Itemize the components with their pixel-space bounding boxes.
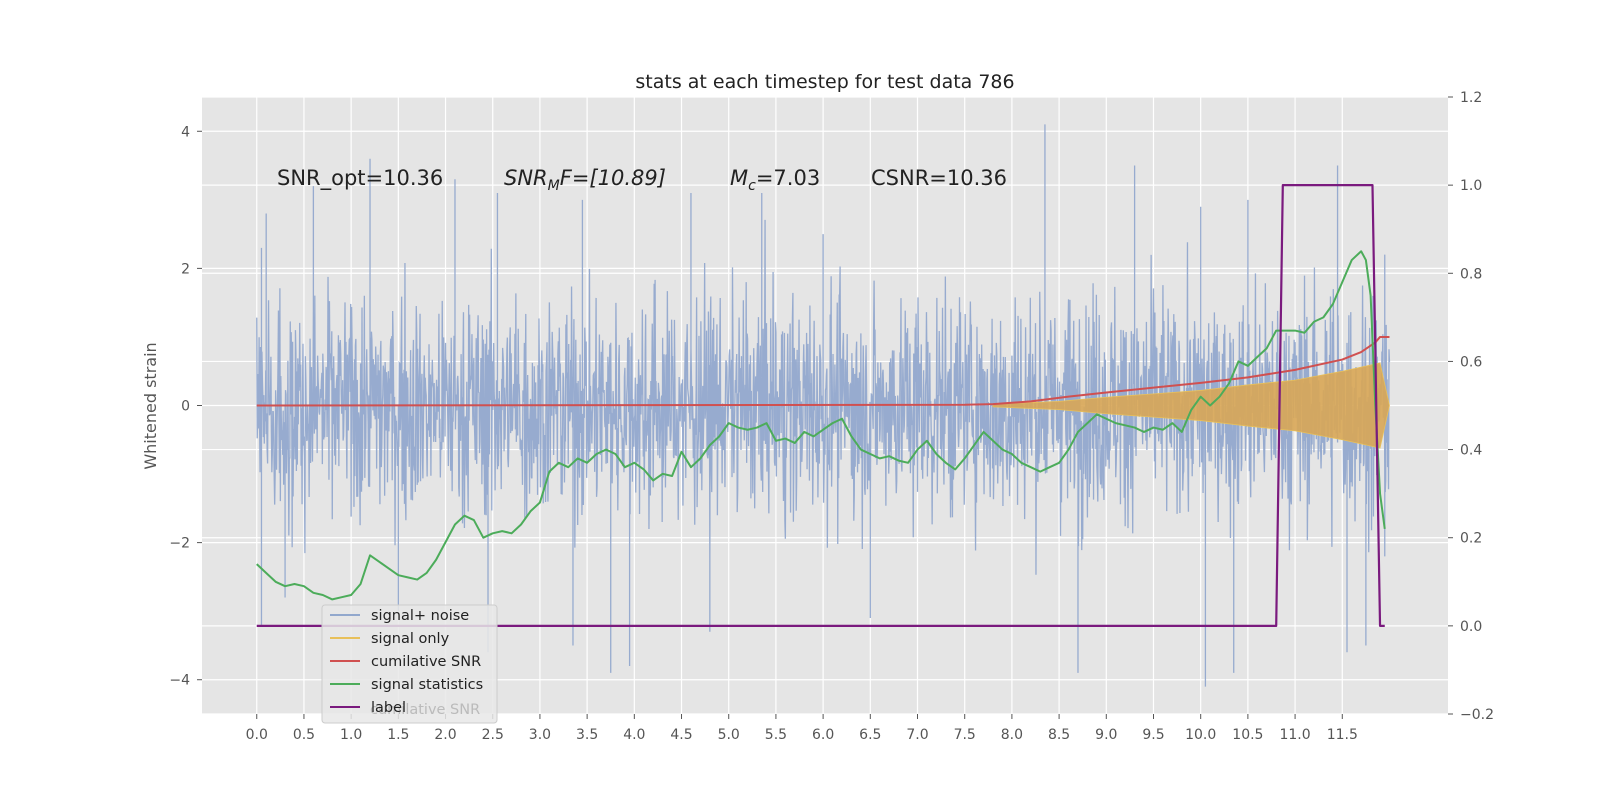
x-tick-label: 1.5 (387, 727, 409, 743)
y-axis-label: Whitened strain (141, 342, 160, 469)
y-tick-label-right: 0.6 (1460, 354, 1482, 370)
x-tick-label: 10.0 (1185, 727, 1216, 743)
x-tick-label: 9.0 (1095, 727, 1117, 743)
legend-label: signal statistics (371, 677, 483, 693)
snr-mf-sub: M (548, 178, 560, 194)
x-tick-label: 11.5 (1327, 727, 1358, 743)
mc-sub: c (748, 178, 756, 194)
legend: cumilative SNR signal+ noise signal only c… (321, 604, 498, 724)
axis-ticks: 0.0 0.5 1.0 1.5 2.0 2.5 3.0 3.5 4.0 4.5 5.0 5.5 6.0 6… (169, 90, 1494, 743)
legend-label: cumilative SNR (371, 654, 481, 670)
y-tick-label-right: 0.4 (1460, 443, 1482, 459)
x-tick-label: 1.0 (340, 727, 362, 743)
signal-statistics-series (256, 250, 1386, 601)
y-tick-label-left: 2 (181, 261, 190, 277)
label-series (256, 184, 1385, 627)
legend-label: signal+ noise (371, 608, 469, 624)
series-layer (256, 124, 1391, 687)
x-tick-label: 5.0 (718, 727, 740, 743)
y-tick-label-left: −4 (169, 673, 190, 689)
y-tick-label-right: 0.2 (1460, 531, 1482, 547)
x-tick-label: 0.0 (246, 727, 268, 743)
x-tick-label: 7.0 (906, 727, 928, 743)
csnr-annotation: CSNR=10.36 (871, 166, 1007, 190)
x-tick-label: 3.5 (576, 727, 598, 743)
y-tick-label-left: 4 (181, 124, 190, 140)
legend-items: signal+ noise signal only cumilative SNR si… (330, 608, 483, 716)
x-tick-label: 9.5 (1142, 727, 1164, 743)
snr-opt-annotation: SNR_opt=10.36 (277, 166, 443, 191)
x-tick-label: 4.0 (623, 727, 645, 743)
snr-mf-annotation: SNRMF=[10.89] (504, 166, 666, 194)
snr-mf-base: SNR (504, 166, 548, 190)
x-tick-label: 4.5 (670, 727, 692, 743)
legend-label: label (371, 700, 406, 716)
y-tick-label-right: 1.2 (1460, 90, 1482, 106)
signal-only-series (992, 362, 1390, 449)
x-tick-label: 8.5 (1048, 727, 1070, 743)
y-tick-label-left: −2 (169, 536, 190, 552)
x-tick-label: 5.5 (765, 727, 787, 743)
x-tick-label: 2.0 (434, 727, 456, 743)
legend-label: signal only (371, 631, 450, 647)
x-tick-label: 8.0 (1001, 727, 1023, 743)
x-tick-label: 3.0 (529, 727, 551, 743)
x-tick-label: 0.5 (293, 727, 315, 743)
mc-base: M (730, 166, 748, 190)
mc-annotation: Mc=7.03 (730, 166, 820, 194)
legend-box (321, 604, 498, 724)
x-tick-label: 6.0 (812, 727, 834, 743)
y-tick-label-left: 0 (181, 399, 190, 415)
chart-title: stats at each timestep for test data 786 (635, 71, 1014, 93)
x-tick-label: 10.5 (1232, 727, 1263, 743)
x-tick-label: 11.0 (1279, 727, 1310, 743)
x-tick-label: 6.5 (859, 727, 881, 743)
ghost-cumilative-snr-text: cumilative SNR (370, 702, 480, 718)
mc-rest: =7.03 (756, 166, 820, 190)
y-tick-label-right: 0.8 (1460, 266, 1482, 282)
y-tick-label-right: 1.0 (1460, 178, 1482, 194)
x-tick-label: 7.5 (954, 727, 976, 743)
snr-mf-rest: F=[10.89] (560, 166, 666, 190)
x-tick-label: 2.5 (482, 727, 504, 743)
cumilative-snr-series (256, 335, 1390, 407)
y-tick-label-right: −0.2 (1460, 707, 1494, 723)
y-tick-label-right: 0.0 (1460, 619, 1482, 635)
